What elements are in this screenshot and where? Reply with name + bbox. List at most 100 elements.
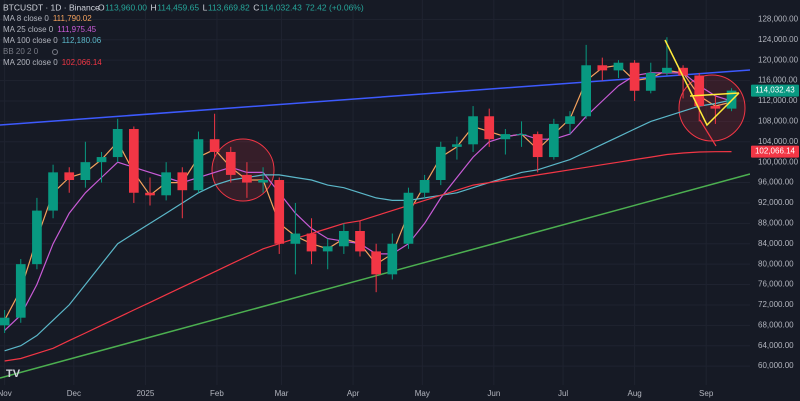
ohlc-value: 113,960.00 — [105, 2, 147, 12]
ma-line — [4, 151, 732, 362]
candle-body — [565, 116, 575, 124]
indicator-value: 111,975.45 — [57, 25, 96, 34]
ohlc-key: C — [253, 2, 259, 12]
y-tick-label: 128,000.00 — [758, 14, 799, 23]
candle-body — [15, 264, 26, 318]
indicator-label: MA 25 close 0 — [3, 25, 54, 34]
candle-body — [613, 62, 624, 71]
ma-line — [4, 72, 732, 331]
candle-body — [403, 192, 414, 244]
logo: TV — [6, 368, 21, 380]
candle-body — [516, 134, 527, 136]
arrow — [699, 119, 717, 147]
x-tick-label: Sep — [699, 389, 714, 398]
price-tag-label: 102,066.14 — [755, 147, 796, 156]
y-tick-label: 104,000.00 — [758, 137, 799, 146]
ohlc-key: H — [151, 2, 157, 12]
y-tick-label: 88,000.00 — [758, 218, 794, 227]
indicator-label: MA 100 close 0 — [3, 36, 58, 45]
indicator-label: BB 20 2 0 — [3, 47, 39, 56]
indicator-value: 111,790.02 — [53, 14, 92, 23]
candle-body — [48, 172, 58, 211]
x-tick-label: Mar — [275, 389, 289, 398]
x-tick-label: May — [415, 389, 430, 398]
candle-body — [209, 139, 220, 152]
price-tag — [751, 84, 799, 97]
x-tick-label: Nov — [0, 389, 12, 398]
ohlc-value: 72.42 (+0.06%) — [305, 2, 364, 12]
candle-body — [581, 65, 591, 117]
ohlc-key: L — [203, 2, 208, 12]
y-tick-label: 100,000.00 — [758, 157, 799, 166]
price-axis — [750, 0, 800, 401]
candle-body — [419, 180, 430, 193]
candle-body — [710, 106, 721, 109]
y-tick-label: 80,000.00 — [758, 259, 794, 268]
candle-body — [322, 246, 333, 252]
trendline — [0, 173, 751, 379]
y-tick-label: 108,000.00 — [758, 116, 799, 125]
y-tick-label: 76,000.00 — [758, 280, 794, 289]
candle-body — [484, 116, 495, 140]
candle-body — [645, 72, 656, 91]
candle-body — [468, 116, 478, 145]
trendline — [0, 69, 751, 126]
price-tag — [751, 145, 799, 158]
logo-mark: TV — [6, 368, 21, 380]
y-tick-label: 60,000.00 — [758, 361, 794, 370]
candle-body — [0, 317, 10, 326]
x-tick-label: Dec — [67, 389, 81, 398]
candle-body — [532, 134, 543, 158]
candles — [0, 37, 737, 333]
candle-body — [629, 62, 640, 91]
ohlc-value: 113,669.82 — [208, 2, 250, 12]
candle-body — [290, 233, 301, 244]
candle-body — [258, 180, 268, 183]
chart-title: BTCUSDT · 1D · Binance — [3, 2, 100, 12]
candle-body — [597, 65, 608, 71]
indicator-value: 112,180.06 — [62, 36, 102, 45]
candle-body — [678, 67, 688, 76]
grid — [0, 0, 750, 385]
x-tick-label: Aug — [627, 389, 641, 398]
pattern — [664, 39, 740, 147]
y-tick-label: 112,000.00 — [758, 96, 798, 105]
candle-body — [242, 174, 252, 183]
candle-body — [32, 210, 42, 265]
ohlc-value: 114,459.65 — [157, 2, 199, 12]
ohlc-key: O — [98, 2, 105, 12]
candle-body — [161, 172, 171, 196]
candle-body — [96, 157, 107, 163]
candle-body — [145, 192, 155, 196]
y-tick-label: 68,000.00 — [758, 320, 794, 329]
indicator-label: MA 200 close 0 — [3, 58, 58, 67]
candle-body — [274, 180, 285, 244]
y-tick-label: 64,000.00 — [758, 341, 794, 350]
candle-body — [225, 151, 236, 175]
ma-line — [4, 64, 732, 321]
ma-line — [4, 99, 732, 352]
ma-lines — [4, 64, 732, 362]
x-tick-label: Apr — [347, 389, 360, 398]
axes: 60,000.00 64,000.00 68,000.00 72,000.00 76,0… — [0, 14, 799, 398]
y-tick-label: 116,000.00 — [758, 76, 798, 85]
candle-body — [662, 67, 672, 73]
y-tick-label: 84,000.00 — [758, 239, 794, 248]
candle-body — [355, 231, 365, 252]
candle-body — [500, 134, 511, 140]
candle-body — [129, 129, 139, 193]
candle-body — [452, 144, 462, 147]
x-tick-label: 2025 — [136, 389, 154, 398]
y-tick-label: 124,000.00 — [758, 35, 799, 44]
candle-body — [694, 75, 705, 107]
indicator-value: 102,066.14 — [62, 58, 103, 67]
visibility-toggle[interactable] — [52, 49, 58, 55]
y-tick-label: 92,000.00 — [758, 198, 794, 207]
candle-body — [193, 139, 204, 191]
indicator-label: MA 8 close 0 — [3, 14, 49, 23]
candle-body — [306, 233, 317, 252]
y-tick-label: 120,000.00 — [758, 55, 799, 64]
